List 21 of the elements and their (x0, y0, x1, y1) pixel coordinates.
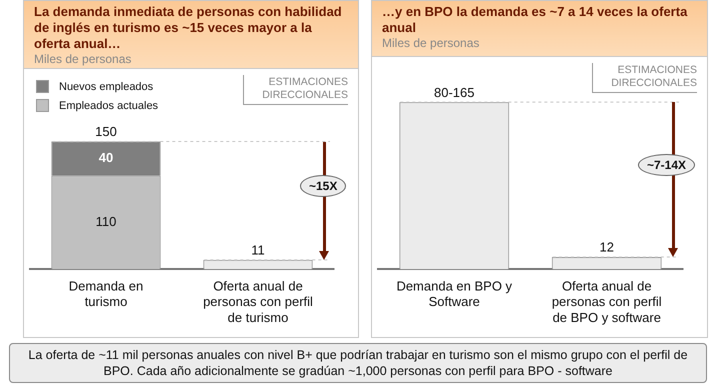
legend-label: Nuevos empleados (59, 80, 154, 92)
text: ESTIMACIONES DIRECCIONALES (243, 75, 348, 105)
annotation: ~15X (300, 174, 346, 197)
chart-subtitle: Miles de personas (382, 36, 480, 51)
text: La oferta de ~11 mil personas anuales con nivel B+ que podrían trabajar en turismo son el mismo grupo con el perfil de BPO. Cada año adicionalmente se gradúan ~1,000 personas con perfil para BPO - software (9, 343, 707, 383)
chart-subtitle: Miles de personas (34, 52, 132, 67)
data-label: 80-165 (434, 84, 474, 100)
data-label: 40 (98, 150, 114, 166)
chart-title: La demanda inmediata de personas con habilidad de inglés en turismo es ~15 veces mayor a la oferta anual… (34, 4, 343, 52)
x-tick-label: Demanda en BPO y Software (396, 278, 513, 310)
data-label: 110 (96, 214, 116, 229)
x-tick-label: Demanda en turismo (68, 278, 144, 310)
x-tick-label: Oferta anual de personas con perfil de turismo (203, 278, 314, 325)
chart-title: …y en BPO la demanda es ~7 a 14 veces la oferta anual (382, 4, 688, 36)
x-tick-label: Oferta anual de personas con perfil de BPO y software (552, 278, 662, 325)
data-label: 12 (600, 240, 614, 255)
legend-label: Empleados actuales (59, 100, 158, 112)
total-label: 150 (95, 124, 117, 140)
data-label: 11 (251, 242, 265, 258)
text: ESTIMACIONES DIRECCIONALES (592, 63, 697, 93)
annotation: ~7-14X (638, 154, 696, 176)
